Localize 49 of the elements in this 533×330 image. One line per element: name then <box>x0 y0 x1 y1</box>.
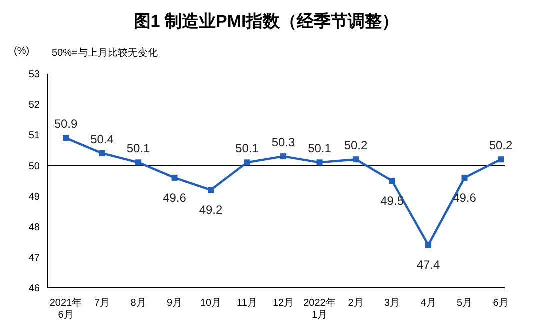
chart-title: 图1 制造业PMI指数（经季节调整） <box>132 11 400 33</box>
point <box>316 160 323 166</box>
point <box>498 156 504 163</box>
x-tick-label: 7月 <box>94 298 110 309</box>
point <box>244 160 250 166</box>
x-tick-label: 12月 <box>272 298 294 309</box>
point <box>172 174 178 181</box>
point <box>353 156 359 163</box>
data-label: 50.1 <box>126 142 150 156</box>
point <box>99 150 106 156</box>
x-tick-label: 6月 <box>493 298 509 309</box>
point <box>462 174 468 181</box>
x-tick-label: 11月 <box>237 298 258 309</box>
y-tick-label: 48 <box>28 222 40 234</box>
data-label: 50.9 <box>54 117 78 132</box>
y-axis-title: (%) <box>14 46 30 57</box>
x-tick-label: 10月 <box>200 298 222 309</box>
y-tick-label: 51 <box>28 130 40 142</box>
point <box>136 160 142 166</box>
point <box>389 178 396 184</box>
point <box>208 187 214 194</box>
data-label: 49.2 <box>199 203 223 218</box>
data-label: 47.4 <box>416 258 440 272</box>
x-tick-label: 2022年 1月 <box>304 297 336 321</box>
y-tick-label: 53 <box>28 70 40 81</box>
data-label: 49.6 <box>163 190 187 205</box>
data-label: 50.1 <box>308 142 332 156</box>
x-tick-label: 4月 <box>420 298 436 309</box>
x-tick-label: 2月 <box>348 298 364 309</box>
data-label: 50.2 <box>489 138 513 153</box>
point <box>280 154 286 160</box>
y-tick-label: 49 <box>28 192 40 203</box>
data-label: 50.2 <box>344 138 368 153</box>
y-tick-label: 50 <box>28 161 40 172</box>
point <box>63 135 69 142</box>
y-tick-label: 52 <box>28 100 40 112</box>
data-label: 50.4 <box>90 132 114 146</box>
x-tick-label: 3月 <box>384 298 400 309</box>
x-tick-label: 8月 <box>130 298 146 309</box>
x-tick-label: 9月 <box>166 298 183 309</box>
point <box>426 242 432 248</box>
data-label: 50.1 <box>236 142 260 156</box>
data-label: 49.5 <box>380 194 404 208</box>
x-tick-label: 2021年 6月 <box>50 297 82 321</box>
text: 50%=与上月比较无变化 <box>52 46 158 60</box>
x-tick-label: 5月 <box>456 298 473 309</box>
y-tick-label: 47 <box>28 252 40 264</box>
y-tick-label: 46 <box>28 284 40 295</box>
data-label: 50.3 <box>272 136 296 150</box>
